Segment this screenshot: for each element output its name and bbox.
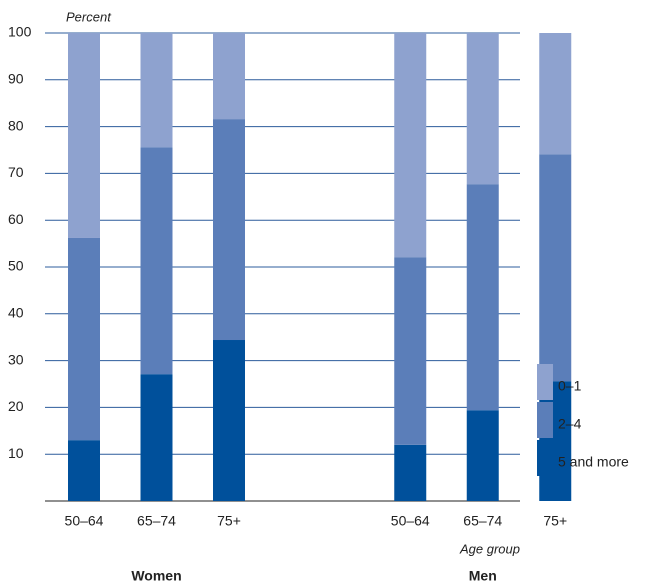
y-tick-label: 20 [8,398,24,414]
x-tick-label: 75+ [543,513,567,529]
bar-segment [539,33,572,155]
legend-swatch [537,402,553,438]
bar-segment [394,33,427,258]
bar-segment [466,184,499,411]
y-tick-label: 90 [8,71,24,87]
bar-segment [213,119,245,341]
legend-label: 5 and more [558,454,629,470]
bar-segment [68,440,100,501]
legend-label: 0–1 [558,378,582,394]
y-tick-label: 50 [8,258,24,274]
y-tick-label: 30 [8,351,24,367]
y-axis-label: Percent [66,9,112,24]
y-tick-label: 60 [8,211,24,227]
bar-segment [140,147,173,375]
bar-segment [140,374,173,501]
bar-segment [394,257,427,445]
x-tick-label: 65–74 [137,513,176,529]
x-tick-label: 50–64 [391,513,430,529]
y-tick-label: 10 [8,445,24,461]
bar-segment [394,444,427,501]
legend-swatch [537,364,553,400]
y-tick-label: 40 [8,305,24,321]
legend-swatch [537,440,553,476]
bar-segment [140,33,173,148]
x-tick-label: 75+ [217,513,241,529]
bar-segment [539,154,572,382]
bar-segment [68,33,100,238]
legend-label: 2–4 [558,416,582,432]
group-label: Men [469,568,497,584]
y-tick-label: 100 [8,24,32,40]
bar-segment [466,33,499,185]
x-axis-label: Age group [459,541,520,556]
bar-segment [68,237,100,441]
y-tick-label: 70 [8,164,24,180]
bar-segment [213,33,245,120]
x-tick-label: 50–64 [65,513,104,529]
x-tick-label: 65–74 [463,513,502,529]
group-label: Women [131,568,181,584]
bar-segment [466,410,499,501]
y-tick-label: 80 [8,117,24,133]
bar-segment [213,340,245,501]
